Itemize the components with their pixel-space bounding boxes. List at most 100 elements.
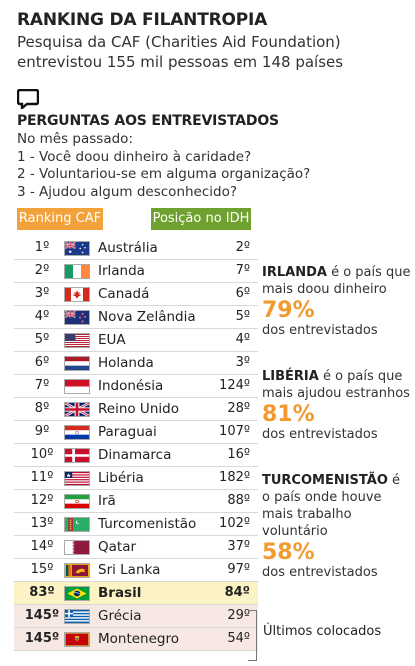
questions-heading: PERGUNTAS AOS ENTREVISTADOS: [17, 113, 279, 129]
rank-caf: 3º: [34, 286, 50, 301]
rank-idh: 88º: [227, 493, 250, 508]
country-flag-icon: [64, 448, 90, 463]
callout-country: LIBÉRIA: [262, 369, 319, 384]
country-name: Turcomenistão: [98, 516, 197, 532]
table-row: 83º Brasil 84º: [14, 582, 258, 605]
rank-idh: 7º: [235, 263, 250, 278]
rank-caf: 11º: [30, 470, 54, 485]
callout-text: é o país onde houve mais trabalho volunt…: [262, 473, 401, 539]
country-name: Reino Unido: [98, 401, 179, 417]
country-flag-icon: [64, 609, 90, 624]
country-flag-icon: [64, 540, 90, 555]
column-header-rank: Ranking CAF: [17, 208, 103, 230]
table-row: 6º Holanda 3º: [14, 352, 258, 375]
rank-caf: 12º: [30, 493, 54, 508]
country-flag-icon: [64, 241, 90, 256]
table-row: 13º Turcomenistão 102º: [14, 513, 258, 536]
rank-caf: 4º: [34, 309, 50, 324]
rank-caf: 15º: [30, 562, 54, 577]
callout-sub: dos entrevistados: [262, 427, 378, 442]
country-flag-icon: [64, 356, 90, 371]
table-row: 2º Irlanda 7º: [14, 260, 258, 283]
callout-sub: dos entrevistados: [262, 323, 378, 338]
table-row: 145º Grécia 29º: [14, 605, 258, 628]
table-row: 11º Libéria 182º: [14, 467, 258, 490]
rank-idh: 28º: [227, 401, 250, 416]
table-row: 3º Canadá 6º: [14, 283, 258, 306]
rank-caf: 2º: [34, 263, 50, 278]
country-flag-icon: [64, 632, 90, 647]
country-name: Irã: [98, 493, 116, 509]
table-row: 145º Montenegro 54º: [14, 628, 258, 651]
country-name: Brasil: [98, 585, 142, 601]
table-row: 14º Qatar 37º: [14, 536, 258, 559]
callout-percent: 81%: [262, 402, 315, 427]
questions-list: No mês passado: 1 - Você doou dinheiro à…: [17, 131, 310, 201]
page-title: RANKING DA FILANTROPIA: [17, 10, 268, 30]
country-flag-icon: [64, 563, 90, 578]
country-name: Nova Zelândia: [98, 309, 196, 325]
country-flag-icon: [64, 517, 90, 532]
rank-caf: 10º: [30, 447, 54, 462]
rank-caf: 13º: [30, 516, 54, 531]
speech-bubble-icon: [17, 89, 39, 109]
last-place-label: Últimos colocados: [263, 624, 382, 639]
country-flag-icon: [64, 379, 90, 394]
table-row: 1º Austrália 2º: [14, 237, 258, 260]
rank-idh: 97º: [227, 562, 250, 577]
question-item: 3 - Ajudou algum desconhecido?: [17, 183, 238, 200]
question-item: 2 - Voluntariou-se em alguma organização…: [17, 166, 311, 182]
rank-idh: 84º: [224, 585, 250, 600]
country-name: Holanda: [98, 355, 154, 371]
rank-caf: 1º: [34, 240, 50, 255]
questions-intro: No mês passado:: [17, 131, 133, 147]
callout-text: é o país que mais ajudou estranhos: [262, 369, 410, 401]
country-name: Montenegro: [98, 631, 180, 647]
rank-caf: 9º: [34, 424, 50, 439]
last-place-bracket: [248, 610, 257, 661]
rank-idh: 3º: [235, 355, 250, 370]
rank-caf: 8º: [34, 401, 50, 416]
rank-caf: 83º: [29, 585, 55, 600]
country-name: EUA: [98, 332, 126, 348]
country-flag-icon: [64, 402, 90, 417]
rank-idh: 124º: [219, 378, 250, 393]
callout-percent: 79%: [262, 298, 315, 323]
rank-idh: 29º: [227, 608, 250, 623]
rank-caf: 5º: [34, 332, 50, 347]
country-flag-icon: [64, 287, 90, 302]
column-header-idh: Posição no IDH: [151, 208, 251, 230]
table-row: 4º Nova Zelândia 5º: [14, 306, 258, 329]
table-row: 15º Sri Lanka 97º: [14, 559, 258, 582]
country-name: Canadá: [98, 286, 150, 302]
country-name: Irlanda: [98, 263, 145, 279]
callout-irlanda: IRLANDA é o país que mais doou dinheiro …: [262, 264, 412, 339]
rank-idh: 37º: [227, 539, 250, 554]
rank-idh: 107º: [219, 424, 250, 439]
callout-turcomenistao: TURCOMENISTÃO é o país onde houve mais t…: [262, 472, 412, 581]
rank-caf: 145º: [24, 608, 60, 623]
callout-percent: 58%: [262, 540, 315, 565]
rank-idh: 2º: [235, 240, 250, 255]
country-flag-icon: [64, 425, 90, 440]
rank-caf: 6º: [34, 355, 50, 370]
rank-caf: 145º: [24, 631, 60, 646]
rank-caf: 7º: [34, 378, 50, 393]
table-row: 5º EUA 4º: [14, 329, 258, 352]
table-row: 7º Indonésia 124º: [14, 375, 258, 398]
rank-caf: 14º: [30, 539, 54, 554]
country-name: Qatar: [98, 539, 137, 555]
country-name: Austrália: [98, 240, 158, 256]
country-flag-icon: [64, 310, 90, 325]
rank-idh: 6º: [235, 286, 250, 301]
rank-idh: 54º: [227, 631, 250, 646]
rank-idh: 4º: [235, 332, 250, 347]
table-row: 8º Reino Unido 28º: [14, 398, 258, 421]
rank-idh: 102º: [219, 516, 250, 531]
question-item: 1 - Você doou dinheiro à caridade?: [17, 148, 252, 165]
callout-country: IRLANDA: [262, 265, 327, 280]
callout-text: é o país que mais doou dinheiro: [262, 265, 411, 297]
rank-idh: 182º: [219, 470, 250, 485]
country-name: Sri Lanka: [98, 562, 161, 578]
rank-idh: 16º: [227, 447, 250, 462]
